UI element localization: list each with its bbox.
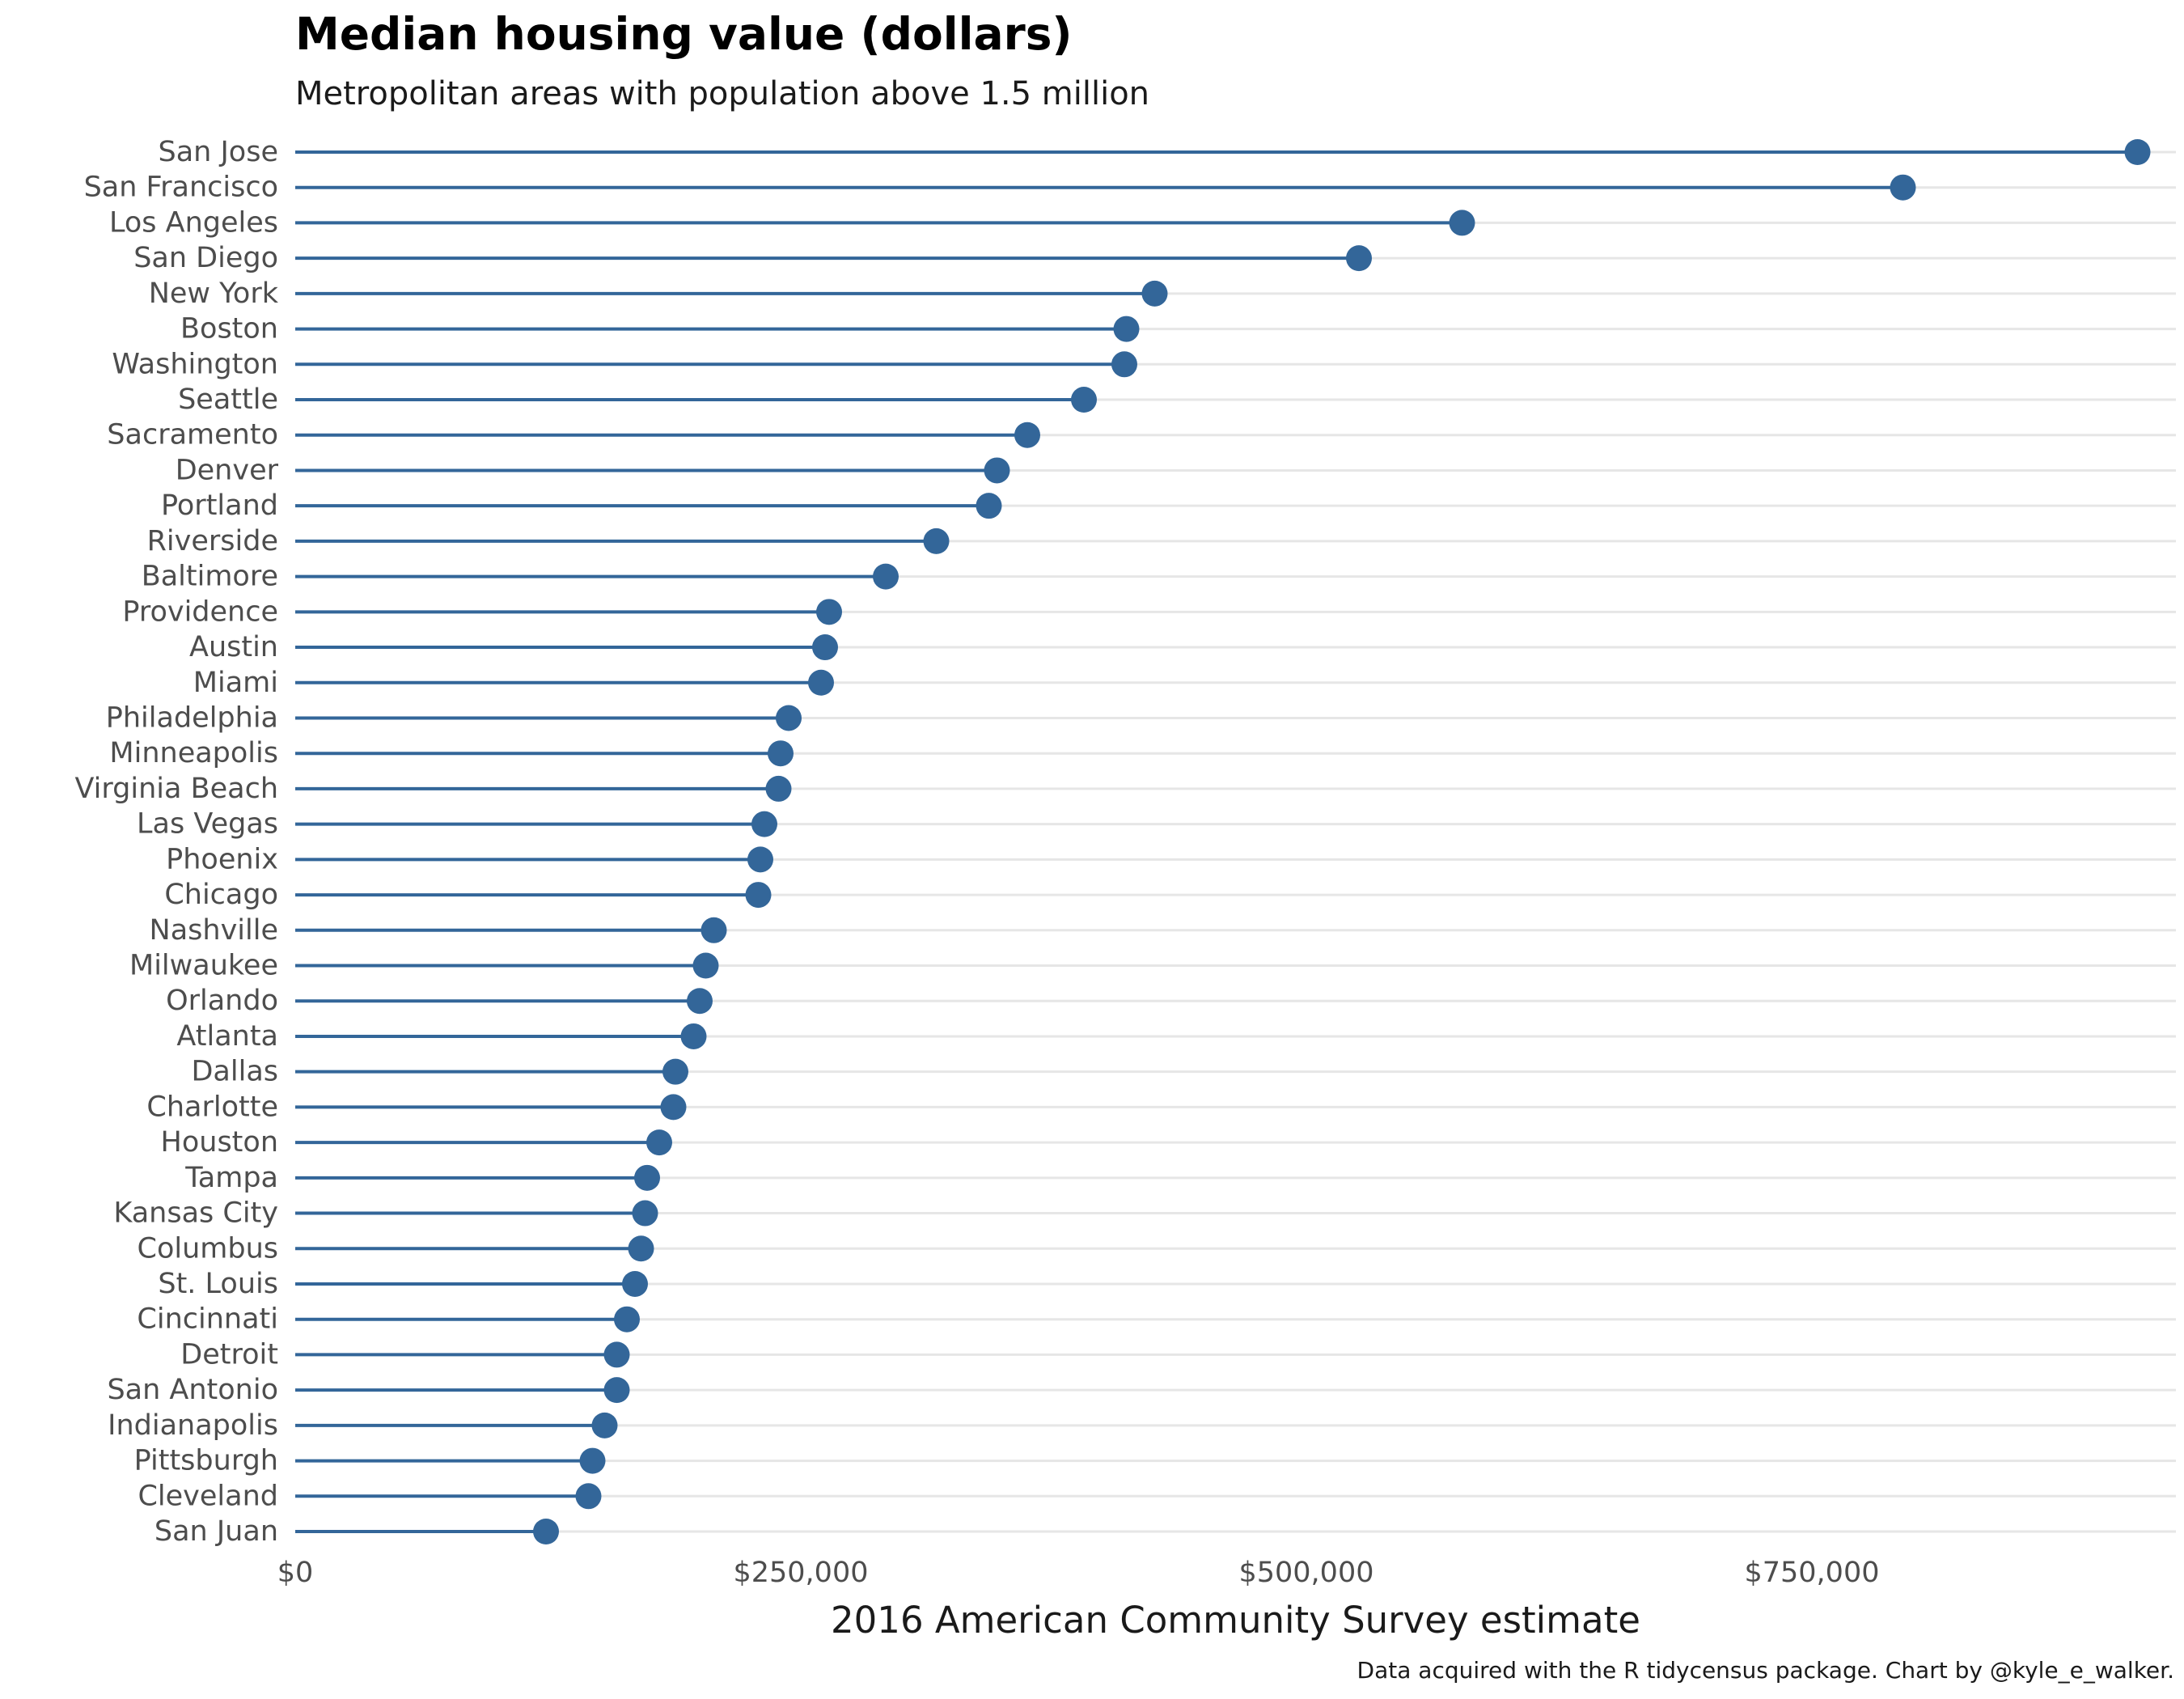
lollipop-point [700,917,727,943]
lollipop-point [622,1270,648,1297]
chart-caption: Data acquired with the R tidycensus pack… [1357,1657,2174,1684]
lollipop-point [646,1129,672,1156]
y-tick-label: Cleveland [138,1480,278,1512]
y-tick-label: Philadelphia [106,701,278,734]
lollipop-point [1111,351,1137,378]
y-tick-label: Portland [161,489,278,522]
lollipop-point [575,1483,602,1510]
lollipop-point [1346,245,1372,272]
y-tick-label: Phoenix [166,843,278,875]
lollipop-point [2124,139,2151,165]
lollipop-point [603,1377,630,1404]
lollipop-point [1890,174,1916,201]
y-tick-label: Los Angeles [109,206,278,239]
lollipop-point [765,775,792,802]
lollipop-point [1014,422,1040,448]
lollipop-point [579,1447,606,1474]
lollipop-point [776,705,802,731]
y-tick-label: Charlotte [146,1091,278,1123]
lollipop-point [634,1164,660,1191]
y-tick-label: San Diego [133,242,278,274]
y-tick-label: Pittsburgh [134,1445,278,1477]
lollipop-point [808,669,834,696]
y-tick-label: Indianapolis [108,1409,278,1442]
lollipop-point [812,634,838,661]
lollipop-point [1113,316,1140,342]
lollipop-point [1141,280,1168,307]
lollipop-point [692,952,719,979]
y-tick-label: Boston [180,313,278,345]
y-tick-label: Detroit [180,1338,278,1371]
y-tick-label: San Jose [159,136,278,168]
y-tick-label: San Antonio [107,1374,278,1406]
lollipop-point [923,527,950,554]
lollipop-point [533,1519,559,1544]
lollipop-point [687,988,713,1015]
chart-title: Median housing value (dollars) [295,8,1073,60]
y-tick-label: Atlanta [176,1020,278,1053]
y-tick-label: Minneapolis [109,737,278,769]
lollipop-point [614,1306,640,1333]
x-tick-label: $500,000 [1238,1557,1373,1589]
y-tick-label: Orlando [166,985,278,1017]
lollipop-point [662,1058,688,1085]
y-tick-label: Seattle [178,383,278,416]
lollipop-dots [533,139,2151,1544]
lollipop-point [816,599,842,625]
y-tick-label: Columbus [138,1232,279,1265]
lollipop-point [1449,210,1475,236]
y-tick-label: Virginia Beach [74,773,278,805]
lollipop-point [628,1235,654,1262]
y-tick-label: Chicago [164,879,278,911]
lollipop-point [680,1023,707,1049]
y-tick-label: Houston [161,1126,278,1159]
lollipop-point [768,740,794,767]
y-tick-label: San Francisco [84,172,278,204]
x-axis-ticks: $0 $250,000 $500,000 $750,000 [277,1557,1880,1589]
y-tick-label: Las Vegas [137,808,278,841]
y-tick-label: Tampa [184,1162,278,1194]
y-tick-label: Denver [176,454,279,486]
lollipop-point [873,563,899,590]
lollipop-point [751,811,777,837]
gridlines [295,150,2176,1533]
y-tick-label: Sacramento [107,419,278,451]
lollipop-point [591,1412,618,1438]
y-tick-label: Nashville [150,914,278,947]
y-tick-label: Dallas [191,1056,278,1088]
chart-subtitle: Metropolitan areas with population above… [295,75,1150,112]
lollipop-point [747,846,773,873]
lollipop-point [984,457,1010,484]
x-axis-title: 2016 American Community Survey estimate [831,1599,1640,1642]
lollipop-point [660,1094,687,1121]
y-tick-label: St. Louis [158,1268,278,1300]
y-tick-label: Austin [189,631,278,663]
lollipop-point [632,1200,658,1227]
y-tick-label: Cincinnati [137,1303,278,1336]
y-tick-label: San Juan [154,1515,278,1548]
x-tick-label: $750,000 [1744,1557,1879,1589]
y-tick-label: Kansas City [113,1197,278,1230]
y-tick-label: Milwaukee [129,950,278,982]
x-tick-label: $250,000 [733,1557,868,1589]
lollipop-point [1071,387,1097,413]
y-tick-label: Baltimore [142,561,278,593]
x-tick-label: $0 [277,1557,314,1589]
y-tick-label: Miami [193,667,278,699]
y-tick-label: Washington [112,348,278,380]
y-tick-label: New York [149,278,279,310]
lollipop-point [603,1341,630,1368]
lollipop-stems [295,150,2138,1533]
y-tick-label: Providence [122,595,278,628]
y-tick-label: Riverside [147,525,278,557]
lollipop-point [976,493,1002,519]
lollipop-point [745,882,772,909]
